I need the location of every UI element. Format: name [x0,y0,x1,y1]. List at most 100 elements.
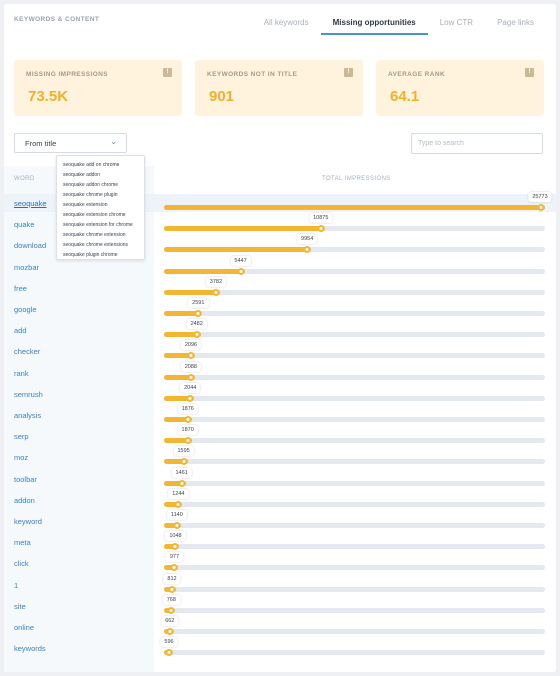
impressions-bar-track [164,395,545,401]
popup-keyword-variant: seoquake extension for chrome [63,222,133,228]
bar-value-marker [212,288,220,296]
impressions-bar-track [164,311,545,316]
impressions-bar-track [164,226,545,232]
bar-value-label: 3782 [205,276,227,287]
info-icon[interactable]: ! [525,68,534,77]
impressions-bar [164,501,183,507]
keyword-link[interactable]: moz [14,453,29,463]
stat-average-rank: AVERAGE RANK 64.1 ! [376,60,544,116]
bar-value-label: 812 [163,573,181,584]
keyword-link[interactable]: quake [14,220,35,230]
tab-page-links[interactable]: Page links [497,18,534,27]
bar-value-label: 5447 [230,255,251,266]
bar-value-label: 1595 [173,446,194,457]
impressions-bar [164,311,203,316]
keyword-link[interactable]: serp [14,432,29,442]
bar-value-marker [303,246,311,254]
stat-label: KEYWORDS NOT IN TITLE [207,71,298,78]
stat-label: AVERAGE RANK [388,71,446,78]
keyword-link[interactable]: toolbar [14,474,37,484]
keyword-link[interactable]: checker [14,347,41,357]
impressions-bar [164,459,188,465]
bar-value-label: 2088 [180,361,201,372]
keyword-link[interactable]: addon [14,495,35,505]
bar-value-label: 2096 [180,340,202,351]
bar-value-label: 1140 [166,510,187,520]
bar-value-label: 2044 [180,382,201,393]
impressions-bar [164,395,195,401]
keyword-link[interactable]: meta [14,538,31,548]
keyword-link[interactable]: keywords [14,644,46,654]
bar-value-marker [184,416,192,423]
keyword-link[interactable]: rank [14,368,29,378]
bar-value-marker [170,564,178,572]
keyword-link[interactable]: free [14,283,27,293]
impressions-bar [164,374,195,380]
bar-value-marker [173,522,181,529]
tab-missing-opportunities[interactable]: Missing opportunities [320,18,428,35]
keyword-link[interactable]: seoquake [14,199,47,208]
impressions-bar [164,205,545,210]
source-filter-dropdown[interactable]: From title ⌄ [14,133,127,153]
keyword-link[interactable]: add [14,326,27,336]
bar-value-label: 662 [161,616,179,626]
bar-value-marker [168,585,176,593]
keyword-link[interactable]: google [14,305,37,314]
bar-value-label: 10875 [309,213,333,224]
bar-value-label: 768 [162,594,180,605]
bar-value-marker [174,500,182,508]
bar-value-marker [186,394,194,402]
bar-value-marker [317,225,325,233]
bar-value-marker [167,606,175,614]
impressions-bar-track [164,332,545,338]
info-icon[interactable]: ! [163,68,172,77]
bar-value-label: 2482 [186,319,207,330]
keyword-link[interactable]: online [14,623,35,632]
search-input[interactable] [411,133,543,154]
impressions-bar-track [164,650,545,656]
bar-value-marker [180,458,188,466]
bar-value-label: 596 [160,637,178,648]
keyword-link[interactable]: site [14,601,26,611]
bar-value-marker [166,628,174,635]
impressions-bar [164,438,192,444]
keyword-link[interactable]: analysis [14,411,42,420]
bar-value-label: 977 [165,552,184,563]
keyword-link[interactable]: 1 [14,580,19,590]
keyword-link[interactable]: click [14,559,29,569]
impressions-bar [164,353,195,359]
impressions-bar-track [164,544,545,550]
popup-keyword-variant: seoquake addon [63,172,100,178]
popup-keyword-variant: seoquake add on chrome [63,162,120,168]
keyword-link[interactable]: semrush [14,389,43,399]
bar-value-marker [184,437,192,445]
bar-value-label: 1461 [171,467,192,478]
impressions-bar-track [164,268,545,274]
keyword-link[interactable]: mozbar [14,262,40,272]
bar-value-marker [171,543,179,551]
stat-value: 901 [209,88,235,105]
impressions-bar [164,544,180,550]
tab-all-keywords[interactable]: All keywords [263,18,309,27]
bar-value-marker [187,352,195,360]
stat-label: MISSING IMPRESSIONS [26,71,109,78]
column-header-impressions: TOTAL IMPRESSIONS [322,176,391,182]
impressions-bar-track [164,374,545,380]
dropdown-selected-value: From title [25,139,57,148]
stat-missing-impressions: MISSING IMPRESSIONS 73.5K ! [14,60,182,116]
bar-value-label: 1870 [177,425,198,436]
keyword-link[interactable]: download [14,241,47,251]
popup-keyword-variant: seoquake addon chrome [63,182,119,188]
column-header-word: WORD [14,176,35,182]
bar-value-label: 1876 [177,404,198,414]
info-icon[interactable]: ! [344,68,353,77]
keyword-link[interactable]: keyword [14,517,42,526]
popup-keyword-variant: seoquake chrome plugin [63,192,118,198]
bar-value-marker [193,331,201,339]
tab-low-ctr[interactable]: Low CTR [439,18,474,27]
stat-value: 73.5K [28,88,69,105]
bar-value-marker [194,310,202,317]
chevron-down-icon: ⌄ [110,137,117,146]
impressions-bar [164,226,325,232]
impressions-bar-track [164,247,545,253]
